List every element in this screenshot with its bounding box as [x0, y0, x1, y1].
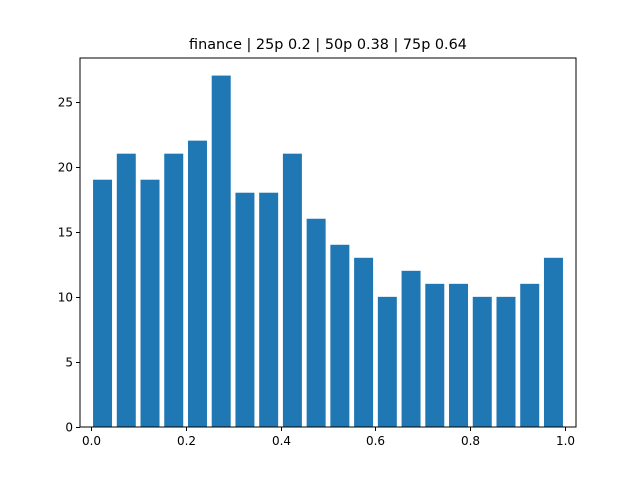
y-tick-label: 0: [65, 421, 73, 435]
plot-frame: [79, 57, 577, 428]
bar-16: [472, 296, 492, 427]
bar-3: [164, 153, 184, 427]
bar-19: [543, 257, 563, 427]
y-tick-label: 10: [58, 291, 73, 305]
bar-5: [211, 75, 231, 428]
bar-1: [116, 153, 136, 427]
y-axis: 0 5 10 15 20 25: [58, 96, 80, 435]
bar-0: [93, 179, 113, 427]
bars-group: [93, 75, 563, 428]
x-tick-label: 0.4: [272, 434, 291, 448]
bar-2: [140, 179, 160, 427]
y-tick-label: 5: [65, 356, 73, 370]
bar-13: [401, 270, 421, 427]
bar-14: [425, 283, 445, 427]
x-tick-label: 0.6: [366, 434, 385, 448]
x-axis: 0.0 0.2 0.4 0.6 0.8 1.0: [82, 427, 575, 448]
y-tick-label: 20: [58, 161, 73, 175]
bar-10: [330, 244, 350, 427]
x-tick-label: 0.2: [177, 434, 196, 448]
chart-title: finance | 25p 0.2 | 50p 0.38 | 75p 0.64: [189, 37, 467, 53]
bar-8: [282, 153, 302, 427]
x-tick-label: 0.0: [82, 434, 101, 448]
bar-17: [496, 296, 516, 427]
bar-9: [306, 218, 326, 427]
bar-4: [187, 140, 207, 427]
bar-6: [235, 192, 255, 427]
x-tick-label: 1.0: [556, 434, 575, 448]
bar-11: [354, 257, 374, 427]
bar-18: [520, 283, 540, 427]
bar-12: [377, 296, 397, 427]
y-tick-label: 15: [58, 226, 73, 240]
y-tick-label: 25: [58, 96, 73, 110]
bar-15: [449, 283, 469, 427]
bar-7: [259, 192, 279, 427]
x-tick-label: 0.8: [461, 434, 480, 448]
